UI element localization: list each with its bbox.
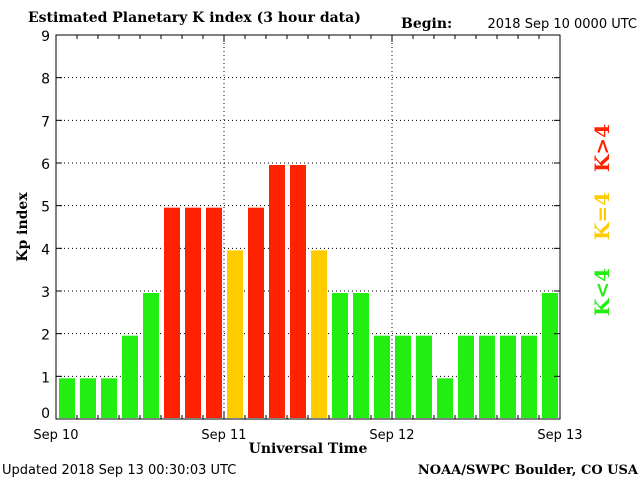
y-tick-label: 7 bbox=[41, 114, 50, 130]
kp-bar bbox=[80, 378, 96, 418]
kp-bar bbox=[101, 378, 117, 418]
x-tick-label: Sep 13 bbox=[537, 428, 582, 443]
y-ticks: 0 1 2 3 4 5 6 7 8 9 bbox=[41, 29, 560, 422]
y-tick-label: 3 bbox=[41, 285, 50, 301]
begin-label: Begin: bbox=[401, 16, 452, 32]
kp-bar bbox=[458, 335, 474, 418]
kp-bar bbox=[185, 207, 201, 418]
begin-value: 2018 Sep 10 0000 UTC bbox=[487, 17, 637, 32]
kp-bar bbox=[395, 335, 411, 418]
legend: K<4 K=4 K>4 bbox=[590, 124, 614, 316]
kp-bar bbox=[437, 378, 453, 418]
x-tick-label: Sep 11 bbox=[201, 428, 246, 443]
bars bbox=[59, 165, 558, 418]
kp-bar bbox=[521, 335, 537, 418]
kp-bar bbox=[479, 335, 495, 418]
footer-updated: Updated 2018 Sep 13 00:30:03 UTC bbox=[2, 463, 236, 478]
kp-bar bbox=[500, 335, 516, 418]
kp-bar bbox=[248, 207, 264, 418]
kp-bar bbox=[374, 335, 390, 418]
kp-bar bbox=[290, 165, 306, 418]
kp-bar bbox=[143, 293, 159, 418]
kp-bar bbox=[122, 335, 138, 418]
legend-entry: K=4 bbox=[590, 192, 614, 240]
x-tick-label: Sep 12 bbox=[369, 428, 414, 443]
y-tick-label: 0 bbox=[41, 406, 50, 422]
kp-bar bbox=[59, 378, 75, 418]
y-tick-label: 8 bbox=[41, 72, 50, 88]
grid-lines bbox=[56, 35, 560, 419]
y-tick-label: 5 bbox=[41, 200, 50, 216]
y-tick-label: 4 bbox=[41, 242, 50, 258]
kp-bar bbox=[416, 335, 432, 418]
legend-entry: K<4 bbox=[590, 268, 614, 316]
kp-bar bbox=[206, 207, 222, 418]
y-tick-label: 6 bbox=[41, 157, 50, 173]
footer-source: NOAA/SWPC Boulder, CO USA bbox=[418, 463, 639, 478]
y-tick-label: 9 bbox=[41, 29, 50, 45]
kp-bar bbox=[332, 293, 348, 418]
x-tick-label: Sep 10 bbox=[33, 428, 78, 443]
kp-bar bbox=[164, 207, 180, 418]
y-axis-label: Kp index bbox=[15, 192, 31, 262]
kp-bar bbox=[542, 293, 558, 418]
y-tick-label: 2 bbox=[41, 328, 50, 344]
chart-title: Estimated Planetary K index (3 hour data… bbox=[28, 10, 361, 26]
kp-bar bbox=[227, 250, 243, 418]
kp-bar bbox=[311, 250, 327, 418]
kp-bar bbox=[353, 293, 369, 418]
kp-bar bbox=[269, 165, 285, 418]
x-axis-label: Universal Time bbox=[249, 441, 368, 457]
y-tick-label: 1 bbox=[41, 370, 50, 386]
legend-entry: K>4 bbox=[590, 124, 614, 172]
x-ticks: Sep 10 Sep 11 Sep 12 Sep 13 bbox=[33, 35, 583, 443]
